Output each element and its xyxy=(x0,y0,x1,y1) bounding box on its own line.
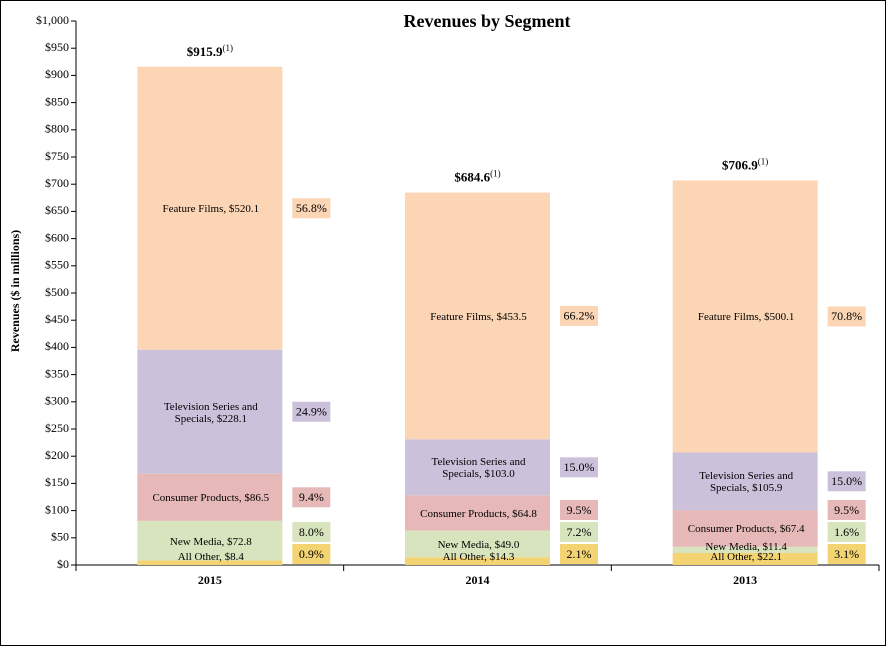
bar-segment xyxy=(672,552,818,565)
bar-segment xyxy=(672,452,818,511)
bar-segment xyxy=(672,546,818,553)
share-box xyxy=(827,500,866,520)
y-tick-label: $700 xyxy=(45,176,69,190)
segment-label: New Media, $72.8 xyxy=(169,535,252,548)
y-tick-label: $650 xyxy=(45,203,69,217)
segment-label: Feature Films, $453.5 xyxy=(430,310,527,323)
share-box xyxy=(560,522,598,542)
share-box xyxy=(292,198,331,219)
y-tick-label: $400 xyxy=(45,339,69,353)
share-box xyxy=(560,305,598,326)
x-tick-label: 2013 xyxy=(733,573,757,587)
share-box xyxy=(292,401,331,422)
bar-segment xyxy=(137,349,283,474)
bar-segment xyxy=(405,495,550,531)
share-box xyxy=(560,544,598,564)
y-tick-label: $300 xyxy=(45,394,69,408)
bar-segment xyxy=(405,557,550,565)
y-tick-label: $450 xyxy=(45,312,69,326)
bar-segment xyxy=(405,439,550,496)
share-label: 0.9% xyxy=(299,547,324,561)
total-label: $915.9(1) xyxy=(187,43,233,59)
share-label: 56.8% xyxy=(296,201,327,215)
share-box xyxy=(560,457,598,478)
share-label: 2.1% xyxy=(567,547,592,561)
bar-segment xyxy=(405,192,550,440)
total-value: $915.9 xyxy=(187,44,223,59)
total-label: $684.6(1) xyxy=(454,169,500,185)
y-tick-label: $1,000 xyxy=(36,13,69,27)
y-tick-label: $200 xyxy=(45,448,69,462)
y-tick-label: $150 xyxy=(45,475,69,489)
share-label: 9.5% xyxy=(567,503,592,517)
bar-segment xyxy=(137,520,283,561)
segment-label: All Other, $8.4 xyxy=(177,551,244,563)
y-tick-label: $100 xyxy=(45,502,69,516)
share-label: 15.0% xyxy=(831,474,862,488)
share-box xyxy=(827,544,866,564)
y-tick-label: $950 xyxy=(45,40,69,54)
x-tick-label: 2015 xyxy=(198,573,222,587)
chart-title: Revenues by Segment xyxy=(404,11,571,31)
share-label: 8.0% xyxy=(299,525,324,539)
share-label: 9.5% xyxy=(834,503,859,517)
bar-segment xyxy=(137,560,283,565)
x-tick-label: 2014 xyxy=(466,573,490,587)
segment-label: New Media, $49.0 xyxy=(437,538,520,551)
total-note: (1) xyxy=(222,43,233,53)
bar-segment xyxy=(672,180,818,453)
y-tick-label: $750 xyxy=(45,149,69,163)
bar-segment xyxy=(137,473,283,521)
share-label: 3.1% xyxy=(834,547,859,561)
y-tick-label: $850 xyxy=(45,94,69,108)
segment-label: Television Series and Specials, $105.9 xyxy=(699,470,794,495)
y-tick-label: $600 xyxy=(45,230,69,244)
segment-label: New Media, $11.4 xyxy=(705,541,787,553)
total-note: (1) xyxy=(490,169,501,179)
segment-label: All Other, $14.3 xyxy=(442,551,515,563)
y-tick-label: $350 xyxy=(45,366,69,380)
share-box xyxy=(292,487,331,508)
y-axis-title: Revenues ($ in millions) xyxy=(8,230,22,352)
share-label: 15.0% xyxy=(564,460,595,474)
share-box xyxy=(292,522,331,542)
total-note: (1) xyxy=(758,157,769,167)
segment-label: All Other, $22.1 xyxy=(710,551,782,563)
segment-label: Feature Films, $520.1 xyxy=(162,203,260,216)
segment-label: Television Series and Specials, $228.1 xyxy=(163,400,258,425)
share-label: 7.2% xyxy=(567,525,592,539)
y-tick-label: $800 xyxy=(45,122,69,136)
y-tick-label: $550 xyxy=(45,258,69,272)
y-tick-label: $0 xyxy=(57,557,69,571)
y-tick-label: $250 xyxy=(45,421,69,435)
segment-label: Consumer Products, $86.5 xyxy=(152,492,270,505)
segment-label: Feature Films, $500.1 xyxy=(697,311,795,324)
y-tick-label: $900 xyxy=(45,67,69,81)
total-label: $706.9(1) xyxy=(722,157,768,173)
segment-label: Consumer Products, $67.4 xyxy=(687,523,805,536)
share-box xyxy=(560,500,598,520)
y-tick-label: $500 xyxy=(45,285,69,299)
share-label: 24.9% xyxy=(296,404,327,418)
share-label: 1.6% xyxy=(834,525,859,539)
share-label: 9.4% xyxy=(299,490,324,504)
segment-label: Consumer Products, $64.8 xyxy=(420,507,537,520)
segment-label: Television Series and Specials, $103.0 xyxy=(431,456,526,481)
share-label: 66.2% xyxy=(564,309,595,323)
y-tick-label: $50 xyxy=(51,530,69,544)
share-box xyxy=(292,544,331,564)
total-value: $684.6 xyxy=(454,170,490,185)
bar-segment xyxy=(672,510,818,547)
total-value: $706.9 xyxy=(722,157,758,172)
bar-segment xyxy=(405,530,550,558)
bar-segment xyxy=(137,66,283,350)
share-box xyxy=(827,471,866,492)
share-box xyxy=(827,306,866,327)
share-box xyxy=(827,522,866,542)
share-label: 70.8% xyxy=(831,309,862,323)
